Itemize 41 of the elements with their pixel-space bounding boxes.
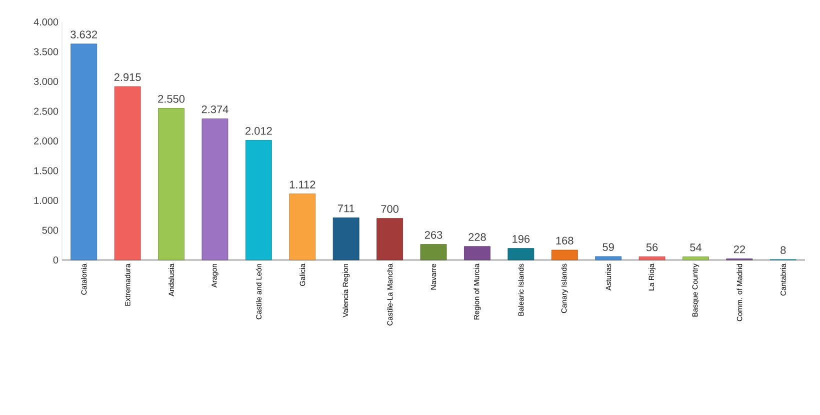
- bar: [682, 256, 709, 260]
- y-tick-label: 3.000: [34, 78, 58, 86]
- bar: [595, 256, 622, 260]
- data-label: 1.112: [290, 180, 316, 188]
- bar: [289, 194, 316, 260]
- y-tick-label: 2.000: [34, 137, 58, 145]
- y-tick-label: 0: [53, 256, 58, 264]
- bar: [420, 244, 447, 260]
- data-label: 700: [381, 205, 398, 213]
- data-label: 8: [780, 246, 786, 254]
- bar: [332, 217, 360, 260]
- y-tick-label: 4.000: [34, 18, 58, 26]
- data-label: 2.012: [246, 127, 272, 135]
- y-tick-label: 1.000: [34, 196, 58, 204]
- bar: [464, 246, 490, 260]
- data-label: 54: [690, 244, 702, 252]
- bar: [202, 118, 228, 260]
- bar: [245, 140, 272, 260]
- bar: [70, 44, 98, 260]
- bar: [376, 218, 403, 260]
- data-label: 56: [646, 243, 658, 252]
- data-label: 196: [512, 235, 530, 243]
- data-label: 711: [338, 204, 354, 212]
- y-tick-label: 3.500: [34, 48, 58, 56]
- data-label: 2.915: [114, 73, 141, 82]
- data-label: 228: [468, 233, 486, 241]
- y-tick-label: 1.500: [34, 167, 58, 174]
- data-label: 3.632: [70, 30, 98, 38]
- data-label: 59: [602, 243, 614, 251]
- bar: [158, 108, 184, 260]
- data-label: 168: [556, 236, 574, 244]
- bar: [508, 248, 534, 260]
- bar: [114, 86, 141, 260]
- data-label: 2.550: [158, 95, 185, 103]
- data-label: 263: [424, 231, 442, 239]
- data-label: 2.374: [202, 105, 228, 114]
- bar: [638, 256, 666, 260]
- y-tick-label: 500: [42, 226, 58, 234]
- bar: [551, 250, 578, 260]
- data-label: 22: [734, 246, 745, 254]
- y-tick-label: 2.500: [34, 108, 58, 115]
